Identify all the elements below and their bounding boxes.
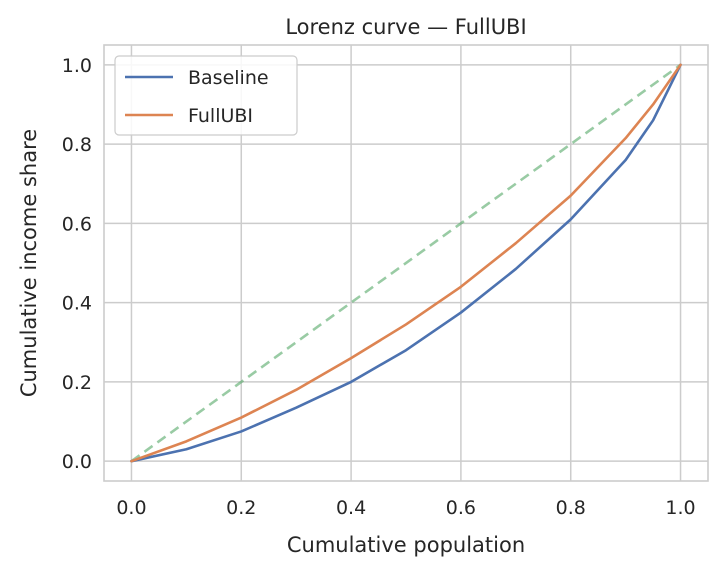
x-ticks: 0.0 0.2 0.4 0.6 0.8 1.0	[116, 497, 695, 519]
y-ticks: 0.0 0.2 0.4 0.6 0.8 1.0	[62, 55, 92, 473]
y-tick-label: 0.8	[62, 134, 92, 156]
legend-label-fullubi: FullUBI	[188, 105, 253, 127]
x-tick-label: 0.0	[116, 497, 146, 519]
y-tick-label: 1.0	[62, 55, 92, 77]
series-layer	[130, 63, 682, 463]
legend: Baseline FullUBI	[114, 55, 298, 136]
chart-title: Lorenz curve — FullUBI	[285, 15, 526, 39]
x-tick-label: 0.4	[336, 497, 366, 519]
y-tick-label: 0.4	[62, 293, 92, 315]
y-tick-label: 0.0	[62, 451, 92, 473]
series-line-baseline	[130, 63, 682, 463]
y-axis-title: Cumulative income share	[17, 129, 41, 397]
x-axis-title: Cumulative population	[287, 533, 525, 557]
plot-frame	[103, 44, 709, 482]
x-tick-label: 0.6	[446, 497, 476, 519]
legend-label-baseline: Baseline	[188, 67, 269, 89]
y-tick-label: 0.6	[62, 213, 92, 235]
equality-line	[130, 63, 682, 463]
x-tick-label: 0.8	[556, 497, 586, 519]
x-tick-label: 0.2	[226, 497, 256, 519]
series-line-fullubi	[130, 63, 682, 463]
y-tick-label: 0.2	[62, 372, 92, 394]
x-tick-label: 1.0	[665, 497, 695, 519]
